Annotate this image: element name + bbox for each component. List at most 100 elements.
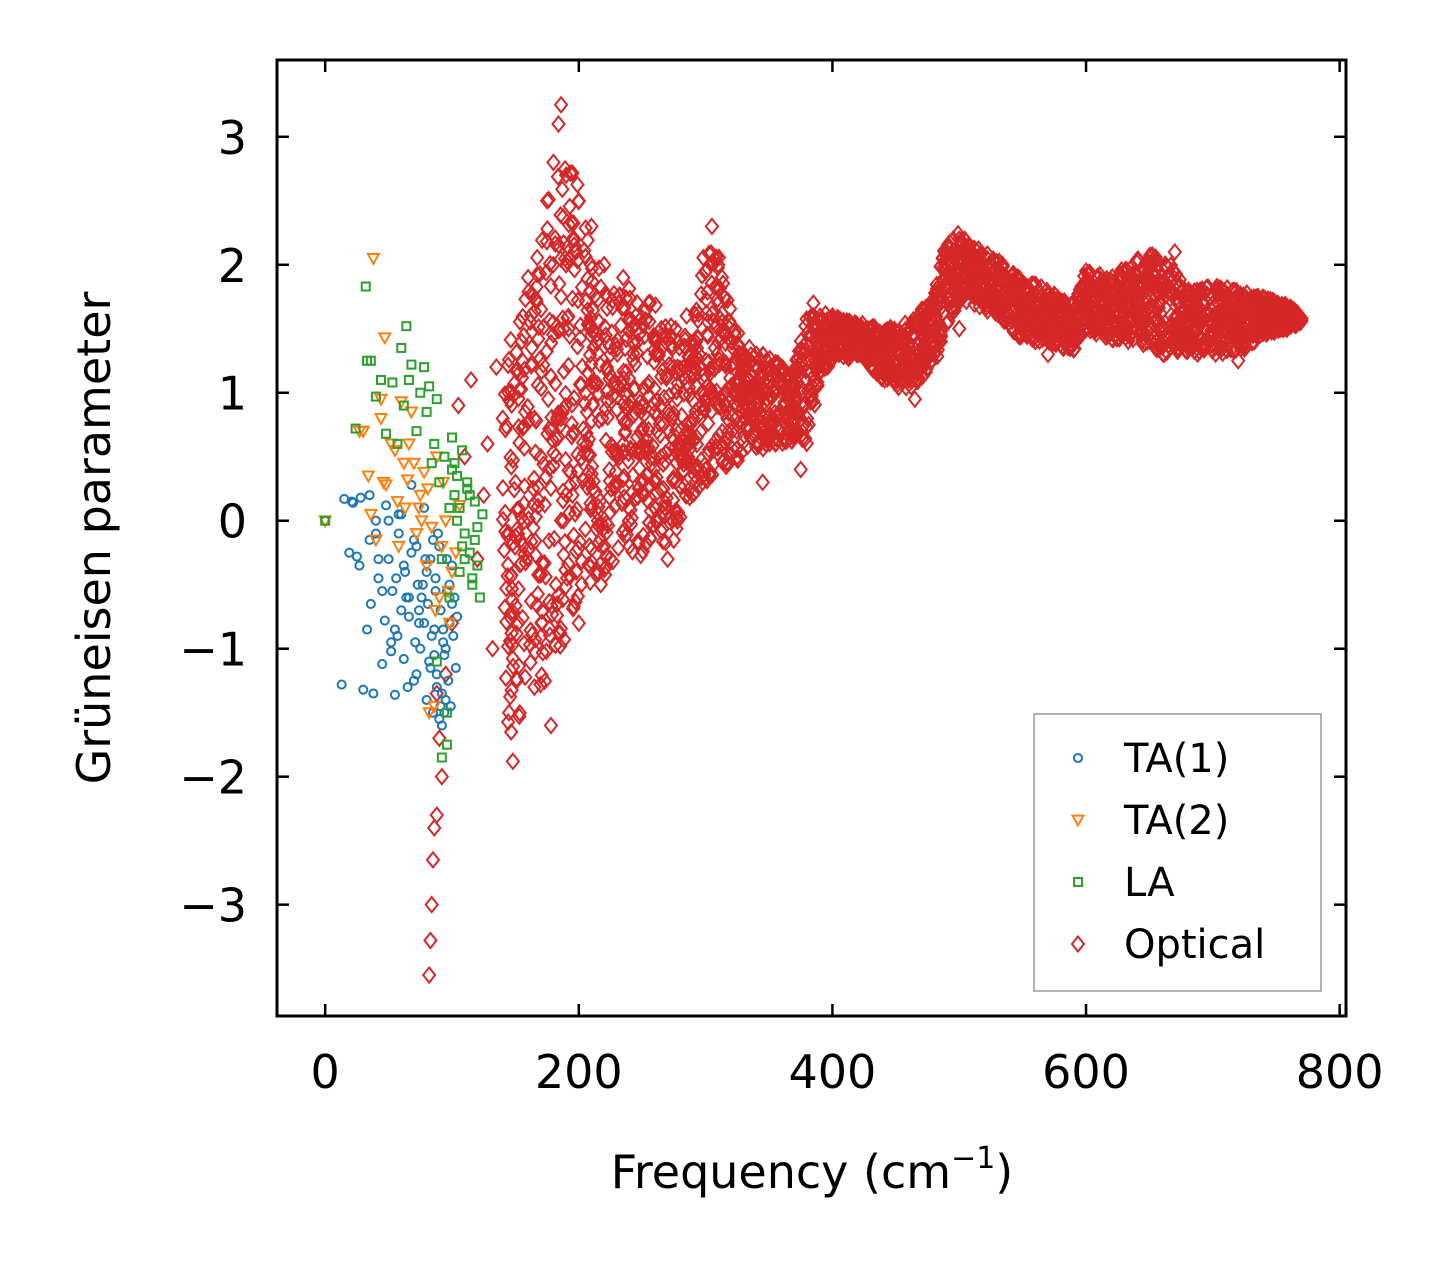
optical-point [687,305,703,324]
optical-point [641,476,657,495]
ta1-point [429,650,440,661]
optical-point [564,395,580,414]
optical-point [508,473,523,492]
optical-point [1040,345,1056,364]
optical-point [855,343,871,363]
optical-point [780,422,796,441]
optical-point [559,568,575,588]
optical-point [715,452,731,471]
optical-point [568,473,584,492]
optical-point [539,191,555,210]
optical-point [566,214,581,233]
optical-point [1084,301,1099,320]
optical-point [665,491,681,510]
ta2-point [368,534,384,548]
optical-point [755,439,771,458]
optical-point [639,534,654,553]
optical-point [648,402,663,421]
ta1-point [358,684,369,695]
ta2-point [376,476,391,490]
optical-point [610,331,625,350]
ta2-point [413,489,428,503]
optical-point [927,342,943,361]
optical-point [1104,294,1119,313]
optical-point [706,253,722,273]
optical-point [622,537,637,556]
ta1-point [361,624,373,635]
optical-point [742,409,758,428]
optical-point [672,434,688,454]
optical-point [609,447,625,466]
optical-point [672,477,688,496]
optical-point [711,255,726,274]
optical-point [1281,300,1297,319]
optical-point [649,509,664,528]
ta2-point [404,406,419,420]
optical-point [675,451,690,470]
optical-point [578,247,593,266]
optical-point [561,319,576,338]
optical-point [597,537,612,556]
optical-point [752,404,767,424]
optical-point [714,313,730,332]
optical-point [655,503,671,522]
optical-point [687,459,702,478]
optical-point [1294,309,1309,328]
x-tick-label: 800 [1296,1045,1384,1099]
optical-point [551,585,566,605]
optical-point [1139,291,1154,310]
optical-point [602,488,617,507]
ta1-point [431,682,442,693]
optical-point [903,350,919,369]
optical-point [666,430,682,450]
ta1-point [348,497,359,508]
optical-point [571,191,587,210]
optical-point [1257,289,1272,308]
optical-point [774,358,789,377]
ta2-point [414,515,429,529]
optical-point [512,312,528,331]
optical-point [480,434,495,454]
la-point [431,656,442,667]
optical-point [1272,317,1287,336]
optical-point [884,347,900,366]
plot-area-frame [275,58,1348,1018]
optical-point [1189,289,1204,308]
optical-point [566,389,582,408]
optical-point [810,376,826,395]
optical-point [543,716,559,735]
optical-point [661,503,676,522]
optical-point [457,447,472,466]
ta1-point [417,579,428,590]
optical-point [497,503,513,522]
optical-point [750,381,765,400]
optical-point [451,396,466,415]
optical-point [680,425,696,444]
optical-point [634,396,650,415]
optical-point [516,416,532,436]
optical-point [1232,308,1248,327]
optical-point [1220,329,1235,348]
la-point [464,490,475,501]
optical-point [553,409,569,428]
optical-point [509,362,524,381]
optical-point [1234,316,1250,335]
optical-point [524,625,540,644]
optical-point [516,512,532,531]
la-point [403,374,414,385]
optical-point [670,512,685,531]
optical-point [500,566,515,586]
optical-point [582,573,598,592]
optical-point [1096,305,1112,324]
optical-point [624,508,640,527]
optical-point [537,672,553,691]
optical-point [641,420,656,440]
optical-point [1210,338,1226,357]
optical-point [589,324,605,344]
legend-label: TA(1) [1123,736,1229,782]
optical-point [423,931,438,950]
optical-point [534,554,550,573]
optical-point [523,592,539,611]
ta1-point [446,560,458,571]
optical-point [951,319,967,338]
